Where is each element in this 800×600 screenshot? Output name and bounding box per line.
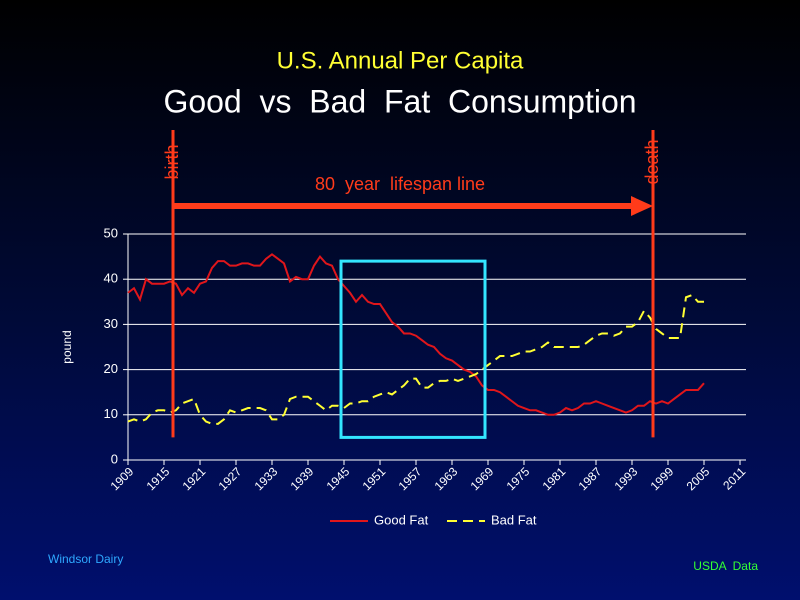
x-tick-label: 1969: [468, 464, 497, 493]
y-tick-label: 50: [104, 225, 118, 240]
x-tick-label: 1957: [396, 464, 425, 493]
chart-title: Good vs Bad Fat Consumption: [163, 83, 636, 119]
highlight-box: [339, 259, 487, 439]
legend-label: Bad Fat: [491, 512, 537, 527]
x-tick-label: 2011: [720, 464, 748, 492]
line-series: [127, 293, 704, 425]
marker-label: death: [642, 139, 662, 184]
x-tick-label: 1933: [252, 464, 281, 493]
y-tick-label: 20: [104, 361, 118, 376]
lifespan-arrowhead: [631, 196, 653, 216]
line-series: [127, 253, 705, 416]
chart-subtitle: U.S. Annual Per Capita: [277, 47, 524, 74]
y-tick-label: 0: [111, 451, 118, 466]
x-tick-label: 1951: [360, 464, 389, 493]
x-tick-label: 1945: [324, 464, 353, 493]
x-tick-label: 1927: [216, 464, 245, 493]
x-tick-label: 2005: [684, 464, 713, 493]
y-axis-label: pound: [60, 330, 74, 363]
legend-label: Good Fat: [374, 512, 429, 527]
x-tick-label: 1921: [180, 464, 209, 493]
y-tick-label: 40: [104, 271, 118, 286]
y-tick-label: 30: [104, 316, 118, 331]
x-tick-label: 1987: [576, 464, 605, 493]
y-tick-label: 10: [104, 406, 118, 421]
x-tick-label: 1915: [144, 464, 173, 493]
x-tick-label: 1993: [612, 464, 641, 493]
x-tick-label: 1981: [540, 464, 569, 493]
footer-left: Windsor Dairy: [48, 552, 123, 566]
footer-right: USDA Data: [693, 559, 758, 573]
x-tick-label: 1999: [648, 464, 677, 493]
x-tick-label: 1909: [108, 464, 137, 493]
x-tick-label: 1939: [288, 464, 317, 493]
lifespan-label: 80 year lifespan line: [315, 174, 485, 194]
x-tick-label: 1963: [432, 464, 461, 493]
x-tick-label: 1975: [504, 464, 533, 493]
marker-label: birth: [162, 144, 182, 179]
